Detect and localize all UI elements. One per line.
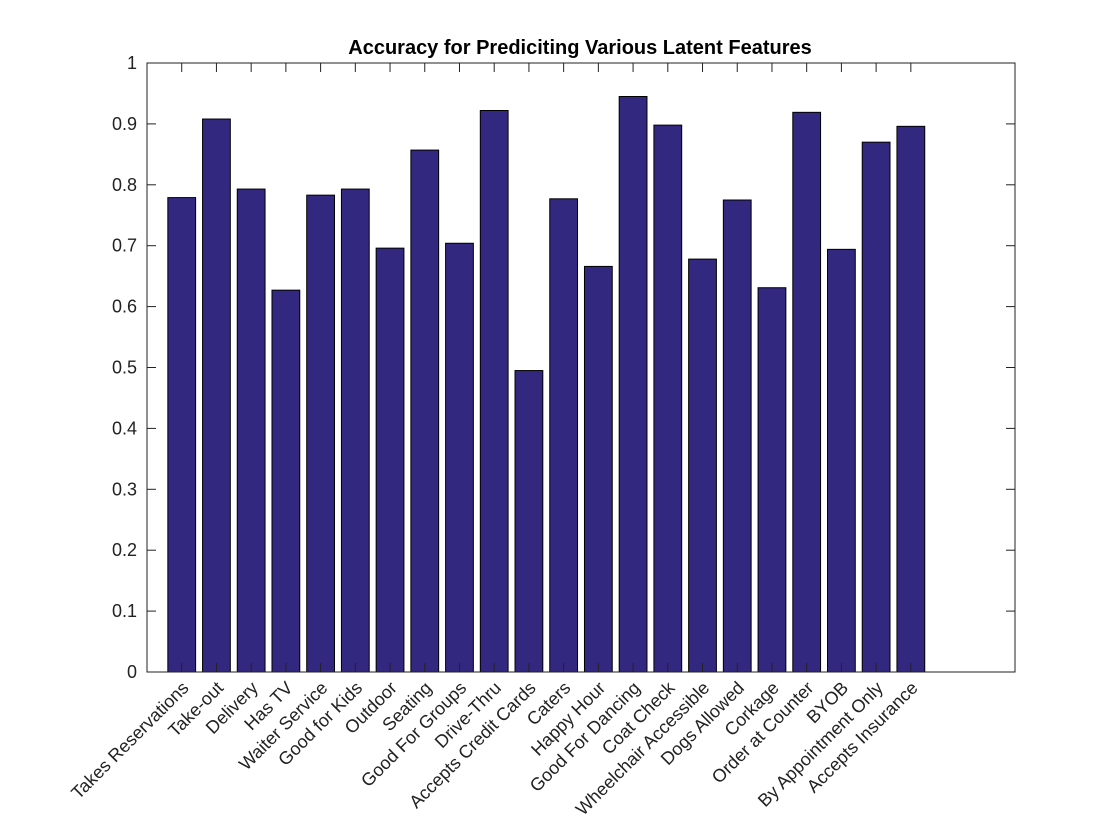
- y-tick-label: 0.2: [112, 540, 137, 560]
- bar-accepts-credit-cards: [514, 370, 544, 673]
- bar-by-appointment-only: [861, 141, 891, 673]
- y-tick-label: 0.1: [112, 601, 137, 621]
- x-tick-label: Takes Reservations: [67, 678, 192, 803]
- bar-dogs-allowed: [722, 199, 752, 673]
- bar-wheelchair-accessible: [688, 258, 717, 673]
- y-tick-label: 0.7: [112, 236, 137, 256]
- y-tick-label: 0.5: [112, 358, 137, 378]
- y-axis: 0 0.1 0.2 0.3 0.4 0.5 0.6 0.7 0.8 0.9 1: [112, 53, 1015, 682]
- y-tick-label: 0.8: [112, 175, 137, 195]
- y-tick-label: 0.3: [112, 479, 137, 499]
- bar-has-tv: [271, 289, 301, 673]
- bar-caters: [549, 198, 579, 673]
- bar-coat-check: [653, 124, 683, 673]
- bar-waiter-service: [306, 194, 335, 673]
- chart-title: Accuracy for Prediciting Various Latent …: [348, 37, 811, 59]
- bar-seating: [410, 149, 440, 673]
- bar-outdoor: [375, 247, 405, 673]
- bar-drive-thru: [479, 110, 509, 673]
- y-tick-label: 0.4: [112, 418, 137, 438]
- y-tick-label: 0.6: [112, 297, 137, 317]
- bar-take-out: [202, 118, 231, 673]
- bar-corkage: [757, 287, 787, 673]
- bar-takes-reservations: [167, 197, 197, 673]
- bar-accepts-insurance: [896, 125, 926, 673]
- bar-byob: [827, 248, 856, 673]
- y-tick-label: 0: [127, 662, 137, 682]
- y-tick-label: 1: [127, 53, 137, 73]
- bar-happy-hour: [583, 265, 613, 673]
- bar-delivery: [236, 188, 266, 673]
- y-tick-label: 0.9: [112, 114, 137, 134]
- bar-good-for-dancing: [618, 96, 648, 673]
- bars-group: [167, 96, 926, 673]
- bar-order-at-counter: [792, 111, 822, 673]
- bar-good-for-groups: [445, 242, 474, 673]
- bar-good-for-kids: [340, 188, 370, 673]
